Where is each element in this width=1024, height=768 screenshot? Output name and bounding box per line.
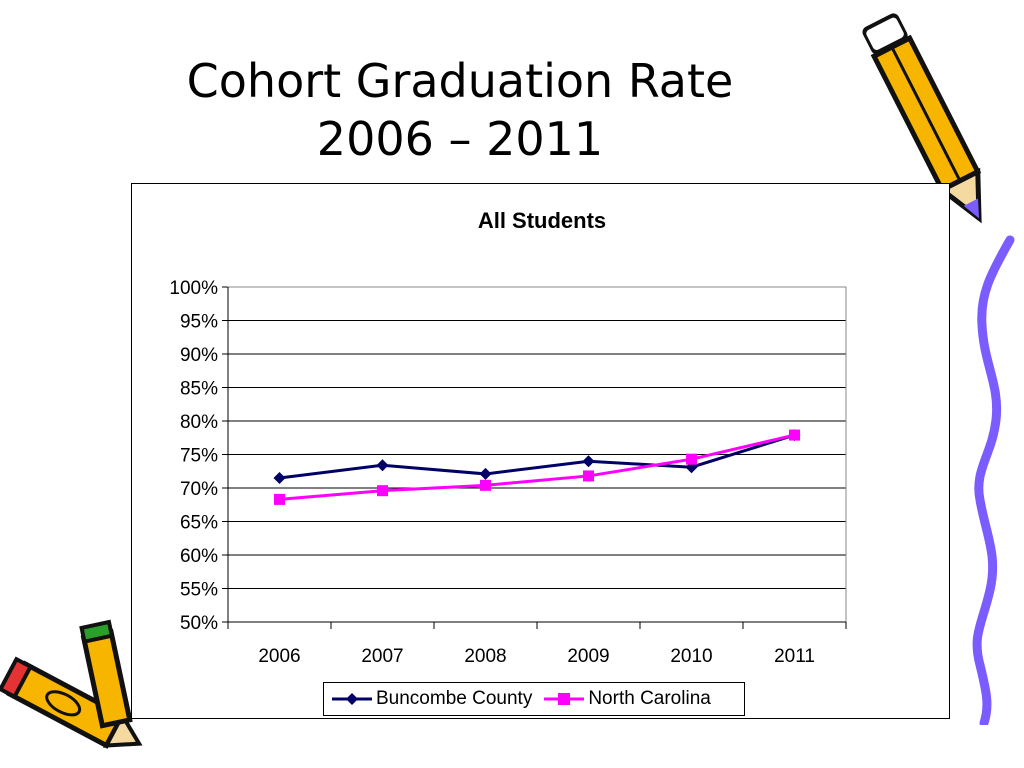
legend-marker-north-carolina (544, 693, 585, 705)
data-point (274, 493, 285, 505)
y-tick-label: 75% (180, 446, 218, 467)
legend-item-north-carolina: North Carolina (544, 688, 711, 710)
x-tick-label: 2008 (464, 646, 506, 667)
series-line-0 (279, 433, 795, 480)
y-tick-label: 85% (180, 379, 218, 400)
chart-title: All Students (478, 208, 606, 233)
data-point (273, 471, 286, 484)
y-tick-label: 65% (180, 513, 218, 534)
slide-title-line-2: 2006 – 2011 (316, 112, 604, 166)
y-tick-label: 100% (169, 278, 218, 299)
data-point (686, 453, 697, 465)
y-tick-label: 60% (180, 546, 218, 567)
data-point (376, 459, 389, 472)
x-tick-label: 2010 (670, 646, 712, 667)
data-point (480, 479, 491, 491)
chart-legend: Buncombe County North Carolina (323, 682, 745, 716)
y-tick-label: 70% (180, 479, 218, 500)
data-point (789, 429, 800, 441)
line-chart: All Students 50% 55% 60% 65% 70% 75% 80% 85% 90%… (169, 208, 847, 667)
legend-label-north-carolina: North Carolina (588, 688, 711, 709)
x-tick-label: 2006 (258, 646, 300, 667)
y-tick-label: 80% (180, 412, 218, 433)
y-tick-label: 50% (180, 613, 218, 634)
slide-title-line-1: Cohort Graduation Rate (186, 54, 734, 108)
series-line-1 (279, 433, 795, 501)
legend-marker-buncombe (332, 693, 372, 705)
pencil-icon (862, 13, 982, 224)
legend-label-buncombe: Buncombe County (376, 688, 533, 709)
slide-title: Cohort Graduation Rate 2006 – 2011 (60, 52, 860, 168)
data-point (583, 470, 594, 482)
x-tick-label: 2011 (774, 646, 815, 667)
legend-item-buncombe: Buncombe County (332, 688, 532, 710)
data-point (377, 485, 388, 497)
wavy-line-icon (972, 235, 1015, 725)
y-tick-label: 95% (180, 312, 218, 333)
data-point (582, 455, 595, 468)
x-tick-label: 2007 (361, 646, 403, 667)
x-tick-label: 2009 (567, 646, 609, 667)
y-tick-label: 55% (180, 580, 218, 601)
y-tick-label: 90% (180, 345, 218, 366)
chart-frame: All Students 50% 55% 60% 65% 70% 75% 80% 85% 90%… (131, 183, 950, 719)
pencils-icon (0, 619, 143, 749)
data-point (479, 467, 492, 480)
